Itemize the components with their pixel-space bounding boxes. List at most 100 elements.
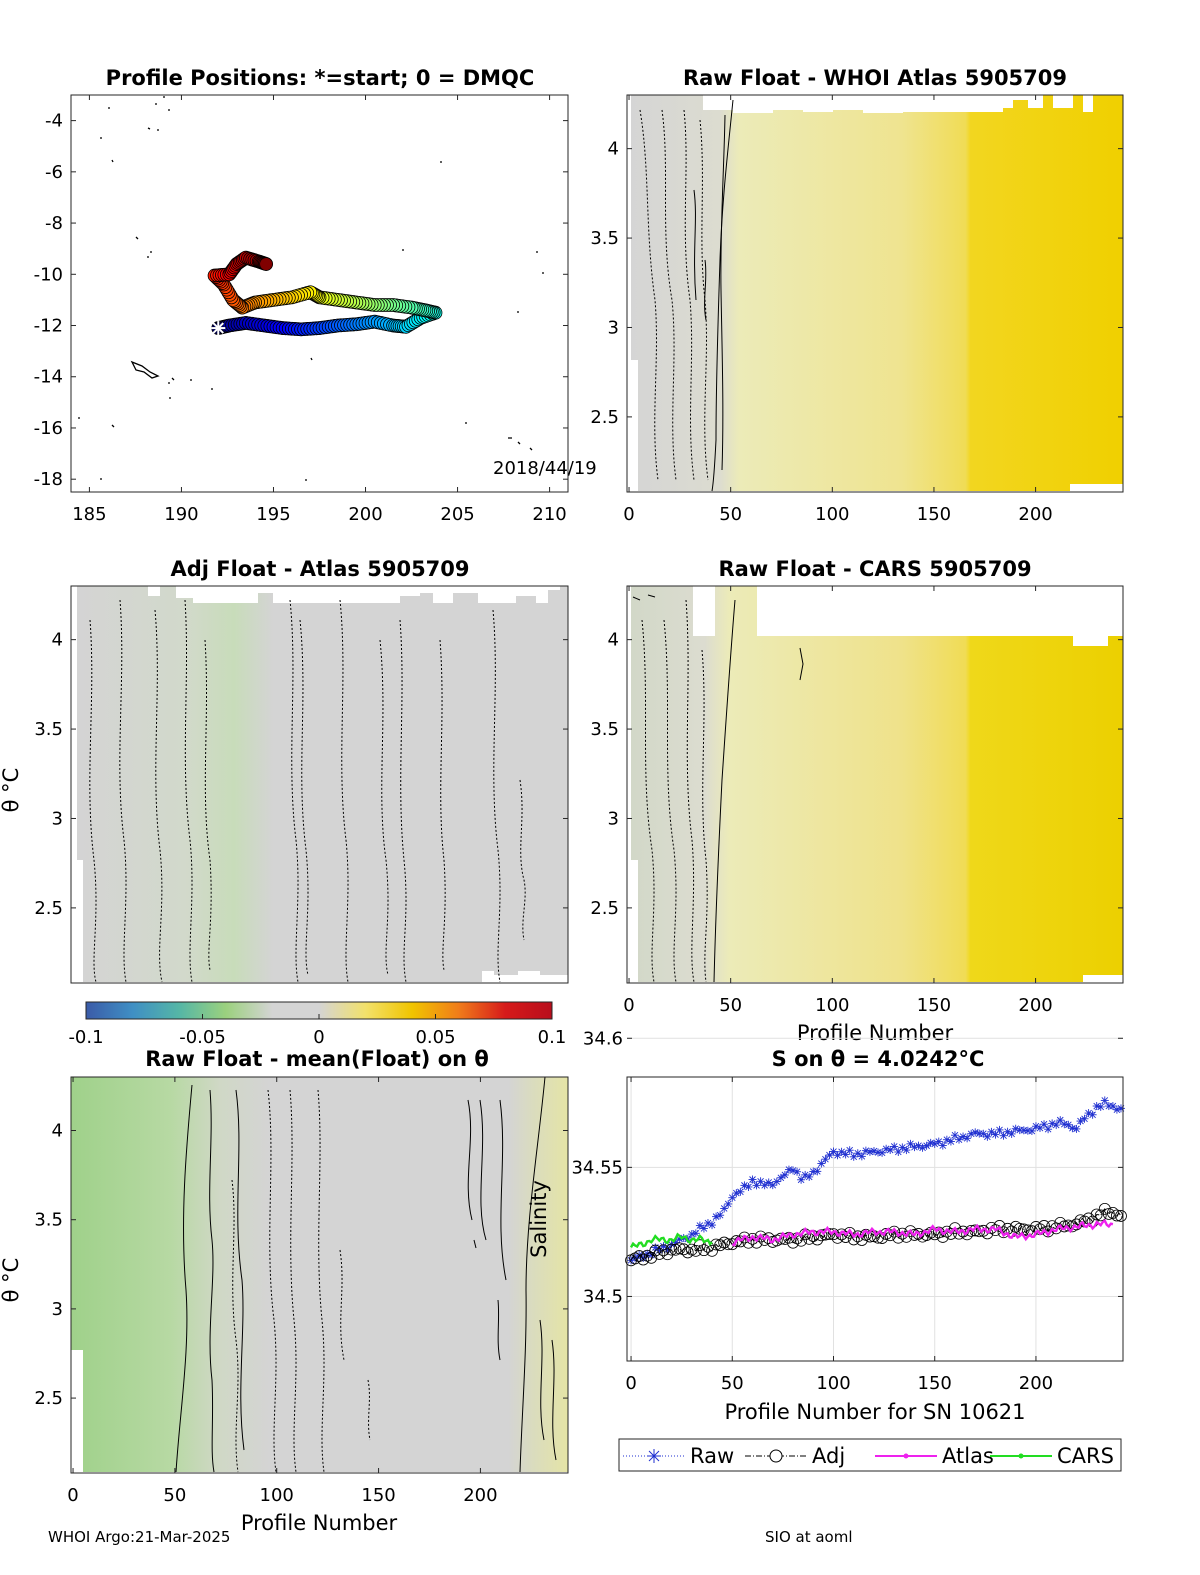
raw-marker — [813, 1167, 822, 1176]
adj-atlas-title: Adj Float - Atlas 5905709 — [170, 557, 469, 581]
series-adj — [625, 1202, 1127, 1267]
adj-atlas-contours — [89, 599, 526, 983]
raw-mean-title: Raw Float - mean(Float) on θ — [145, 1047, 489, 1071]
raw-marker-stroke — [704, 1219, 712, 1227]
raw-mean-contours — [175, 1076, 557, 1473]
colorbar-tick-label: 0 — [313, 1027, 324, 1048]
map-date-annotation: 2018/44/19 — [493, 458, 597, 479]
raw-marker-stroke — [927, 1139, 934, 1147]
raw-marker-stroke — [943, 1136, 951, 1144]
adj-marker — [839, 1231, 852, 1243]
raw-marker-stroke — [1052, 1121, 1060, 1129]
raw-marker — [987, 1127, 996, 1136]
footer-right: SIO at aoml — [765, 1528, 853, 1546]
s-theta-xlabel: Profile Number for SN 10621 — [724, 1400, 1025, 1424]
raw-marker-stroke — [935, 1138, 943, 1145]
adj-marker — [706, 1244, 718, 1257]
raw-marker — [922, 1141, 931, 1150]
raw-mean-panel: 0 50 100 150 200 2.5 3 3.5 4 Profile Number θ °C… — [0, 1076, 569, 1535]
adj-atlas-field — [77, 586, 568, 982]
y-tick-label: 3.5 — [590, 228, 619, 249]
raw-marker-stroke — [1056, 1116, 1064, 1124]
raw-marker — [914, 1141, 923, 1150]
raw-marker — [805, 1172, 814, 1181]
legend-marker-stroke — [648, 1450, 660, 1462]
raw-marker-stroke — [765, 1179, 773, 1186]
adj-marker — [900, 1230, 913, 1243]
raw-marker — [691, 1229, 700, 1238]
raw-marker-stroke — [801, 1171, 809, 1179]
adj-marker — [677, 1243, 690, 1256]
raw-marker — [699, 1224, 708, 1233]
adj-marker — [827, 1228, 840, 1241]
series-line — [731, 1218, 1114, 1247]
legend-label: Raw — [690, 1444, 734, 1468]
raw-marker-stroke — [724, 1200, 732, 1208]
raw-marker-stroke — [1065, 1121, 1072, 1129]
adj-marker — [698, 1244, 710, 1257]
raw-marker-stroke — [647, 1251, 655, 1259]
raw-atlas-contours — [639, 99, 734, 492]
raw-marker-stroke — [789, 1167, 797, 1174]
y-tick-label: -14 — [34, 367, 63, 388]
adj-marker — [665, 1243, 678, 1256]
raw-marker-stroke — [866, 1148, 874, 1156]
raw-marker — [748, 1175, 757, 1184]
x-tick-label: 150 — [917, 995, 951, 1016]
raw-marker-stroke — [923, 1142, 930, 1150]
raw-marker — [979, 1129, 988, 1138]
raw-marker — [772, 1177, 781, 1186]
adj-marker — [657, 1244, 670, 1257]
map-panel: 2018/44/19 185 190 195 200 205 210 -4 -6 -8 -10 -1… — [34, 94, 597, 525]
raw-marker-stroke — [1101, 1097, 1109, 1104]
x-tick-label: 200 — [463, 1485, 497, 1506]
raw-marker-stroke — [903, 1146, 910, 1154]
adj-marker — [645, 1251, 658, 1264]
x-tick-label: 0 — [623, 504, 634, 525]
raw-marker-stroke — [959, 1133, 967, 1140]
x-tick-label: 200 — [348, 504, 382, 525]
raw-marker — [963, 1134, 972, 1143]
x-tick-label: 210 — [532, 504, 566, 525]
y-tick-label: -12 — [34, 316, 63, 337]
raw-marker-stroke — [696, 1222, 704, 1229]
legend-marker — [647, 1449, 661, 1463]
raw-marker-stroke — [939, 1142, 947, 1149]
legend-label: CARS — [1057, 1444, 1114, 1468]
colorbar-tick-label: 0.1 — [538, 1027, 567, 1048]
adj-marker — [1090, 1208, 1103, 1221]
y-tick-label: 4 — [52, 1121, 63, 1142]
raw-marker — [1096, 1102, 1105, 1111]
y-tick-label: 34.5 — [583, 1286, 623, 1307]
x-tick-label: 150 — [918, 1373, 952, 1394]
x-tick-label: 100 — [815, 504, 849, 525]
adj-marker — [681, 1246, 694, 1259]
raw-marker — [1052, 1121, 1061, 1130]
raw-marker-stroke — [955, 1136, 963, 1143]
raw-marker — [902, 1146, 911, 1155]
raw-marker-stroke — [741, 1182, 748, 1189]
raw-marker — [724, 1199, 733, 1208]
raw-marker — [1088, 1110, 1097, 1119]
adj-marker — [1111, 1209, 1123, 1222]
raw-atlas-gap — [631, 360, 638, 491]
y-tick-label: 3 — [608, 808, 619, 829]
raw-mean-axes: 0 50 100 150 200 2.5 3 3.5 4 — [34, 1077, 568, 1506]
raw-marker — [882, 1144, 891, 1153]
raw-marker-stroke — [1085, 1109, 1092, 1117]
island-outlines — [78, 96, 544, 481]
raw-marker-stroke — [862, 1147, 870, 1154]
y-tick-label: 4 — [52, 630, 63, 651]
raw-marker — [995, 1125, 1004, 1134]
raw-marker-stroke — [890, 1143, 898, 1150]
raw-marker-stroke — [988, 1128, 995, 1136]
raw-marker — [780, 1170, 789, 1179]
footer-left: WHOI Argo:21-Mar-2025 — [48, 1528, 230, 1546]
y-tick-label: -10 — [34, 264, 63, 285]
x-tick-label: 0 — [623, 995, 634, 1016]
adj-marker — [892, 1231, 905, 1244]
y-tick-label: 34.6 — [583, 1028, 623, 1049]
raw-marker — [1044, 1125, 1053, 1134]
raw-marker — [797, 1175, 806, 1184]
y-tick-label: 2.5 — [34, 1388, 63, 1409]
